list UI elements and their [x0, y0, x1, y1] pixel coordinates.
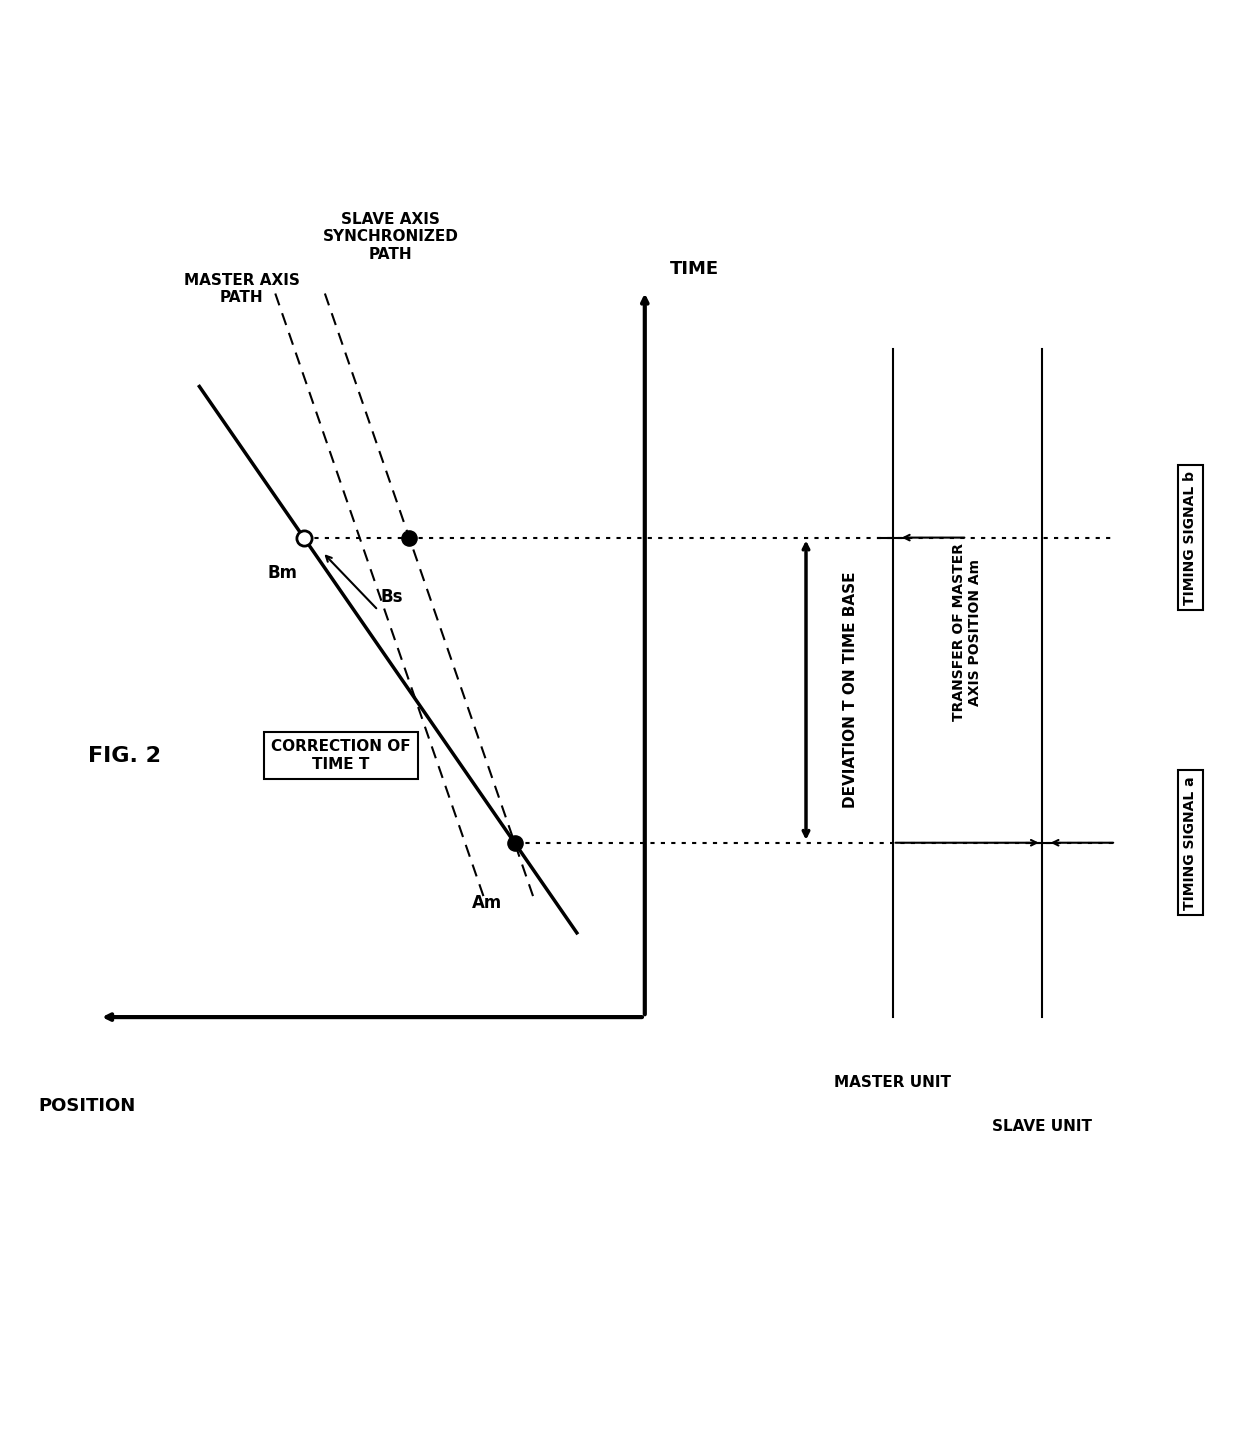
Text: TIMING SIGNAL b: TIMING SIGNAL b	[1183, 471, 1198, 604]
Point	[294, 526, 314, 549]
Text: Bm: Bm	[268, 564, 298, 581]
Text: FIG. 2: FIG. 2	[88, 745, 160, 766]
Point	[399, 526, 419, 549]
Text: MASTER AXIS
PATH: MASTER AXIS PATH	[184, 273, 300, 305]
Text: CORRECTION OF
TIME T: CORRECTION OF TIME T	[272, 740, 410, 772]
Text: SLAVE AXIS
SYNCHRONIZED
PATH: SLAVE AXIS SYNCHRONIZED PATH	[322, 212, 459, 262]
Text: DEVIATION T ON TIME BASE: DEVIATION T ON TIME BASE	[843, 572, 858, 808]
Text: SLAVE UNIT: SLAVE UNIT	[992, 1119, 1091, 1133]
Point	[505, 831, 525, 854]
Text: MASTER UNIT: MASTER UNIT	[835, 1075, 951, 1090]
Text: TIME: TIME	[670, 260, 719, 278]
Text: POSITION: POSITION	[38, 1097, 135, 1114]
Text: Bs: Bs	[381, 588, 403, 606]
Text: Am: Am	[472, 894, 502, 911]
Text: TRANSFER OF MASTER
AXIS POSITION Am: TRANSFER OF MASTER AXIS POSITION Am	[952, 543, 982, 721]
Text: TIMING SIGNAL a: TIMING SIGNAL a	[1183, 776, 1198, 910]
